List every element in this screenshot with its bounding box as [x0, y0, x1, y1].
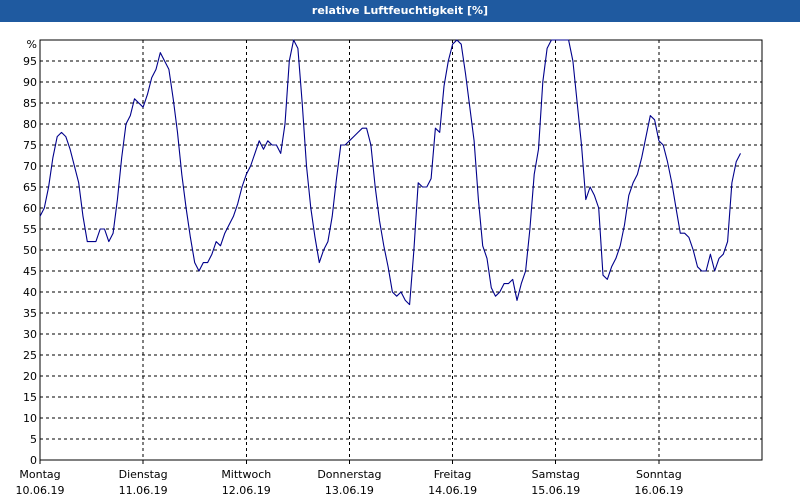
y-tick-label: 70: [23, 160, 37, 173]
plot-frame: [39, 39, 763, 461]
y-tick-label: 90: [23, 76, 37, 89]
x-date-label: 11.06.19: [119, 484, 168, 497]
y-tick-label: 40: [23, 286, 37, 299]
series-layer: [39, 39, 741, 306]
y-tick-label: 20: [23, 370, 37, 383]
x-day-label: Montag: [19, 468, 60, 481]
y-tick-label: 60: [23, 202, 37, 215]
chart-title: relative Luftfeuchtigkeit [%]: [0, 0, 800, 22]
y-tick-label: 10: [23, 412, 37, 425]
x-day-label: Freitag: [434, 468, 472, 481]
axis-labels: 0 5 10 15 20 25 30 35 40 45 50 55 60 65 70 75 80 85 90 95% M…: [16, 38, 684, 497]
x-day-label: Sonntag: [636, 468, 682, 481]
y-tick-label: 50: [23, 244, 37, 257]
grid: [40, 40, 762, 460]
x-date-label: 16.06.19: [634, 484, 683, 497]
x-day-label: Dienstag: [119, 468, 168, 481]
y-tick-label: 15: [23, 391, 37, 404]
y-unit-label: %: [27, 38, 37, 51]
x-day-label: Samstag: [532, 468, 580, 481]
x-day-label: Mittwoch: [221, 468, 271, 481]
y-tick-label: 95: [23, 55, 37, 68]
x-date-label: 13.06.19: [325, 484, 374, 497]
y-tick-label: 5: [30, 433, 37, 446]
y-tick-label: 45: [23, 265, 37, 278]
axes: [39, 39, 763, 464]
x-date-label: 10.06.19: [16, 484, 65, 497]
y-tick-label: 80: [23, 118, 37, 131]
humidity-series-line: [39, 39, 741, 306]
y-tick-label: 55: [23, 223, 37, 236]
y-tick-label: 75: [23, 139, 37, 152]
x-date-label: 15.06.19: [531, 484, 580, 497]
y-tick-label: 0: [30, 454, 37, 467]
x-day-label: Donnerstag: [317, 468, 381, 481]
y-tick-label: 25: [23, 349, 37, 362]
y-tick-label: 65: [23, 181, 37, 194]
y-tick-label: 30: [23, 328, 37, 341]
x-date-label: 12.06.19: [222, 484, 271, 497]
y-tick-label: 35: [23, 307, 37, 320]
x-date-label: 14.06.19: [428, 484, 477, 497]
y-tick-label: 85: [23, 97, 37, 110]
